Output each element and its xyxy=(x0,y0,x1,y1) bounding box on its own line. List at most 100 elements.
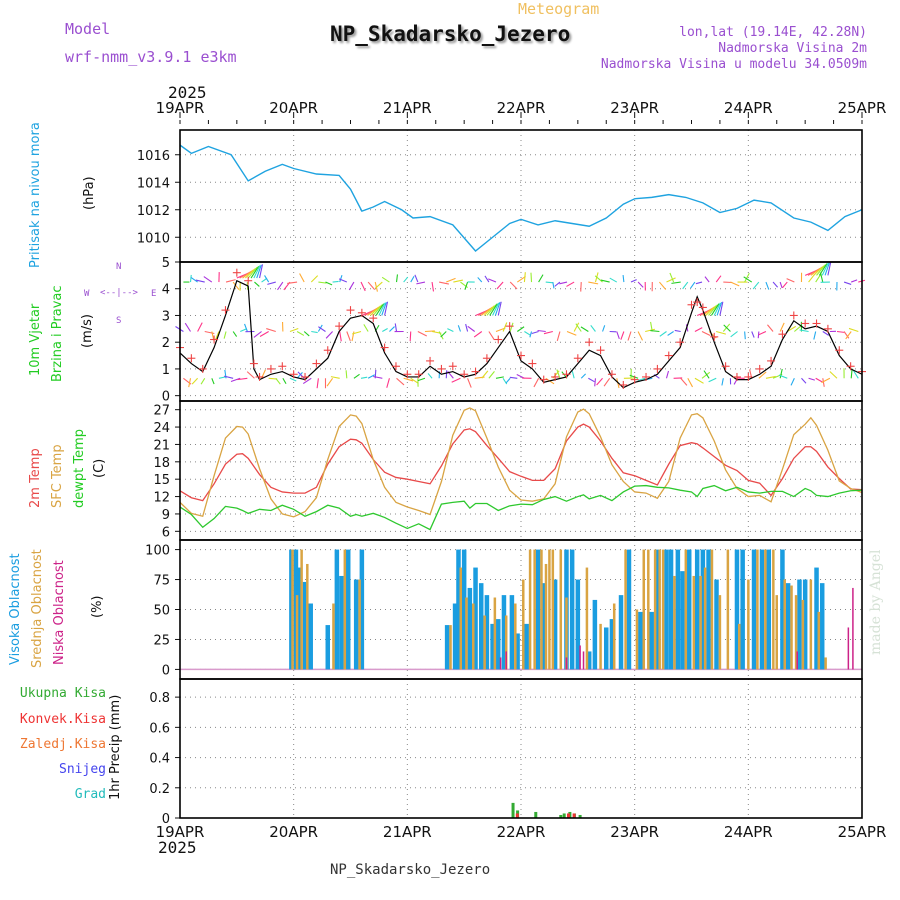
wind-direction-arrow xyxy=(360,281,366,292)
model-name: wrf-nmm_v3.9.1 e3km xyxy=(65,48,237,66)
wind-direction-arrow xyxy=(190,276,198,283)
wind-direction-arrow xyxy=(801,377,807,384)
wind-direction-arrow xyxy=(590,325,596,332)
cloud-high-bar xyxy=(604,627,609,670)
wind-direction-arrow xyxy=(690,281,696,289)
wind-direction-arrow xyxy=(701,331,711,337)
y-tick-label: 2 xyxy=(162,336,170,351)
time-label-bottom: 20APR xyxy=(269,823,318,841)
precip-total-bar xyxy=(578,814,582,818)
wind-direction-arrow xyxy=(477,277,483,283)
wind-direction-arrow xyxy=(821,262,829,276)
wind-direction-arrow xyxy=(509,281,518,290)
cloud-high-bar xyxy=(452,603,458,670)
cloud-mid-bar xyxy=(642,549,646,670)
footer-station: NP_Skadarsko_Jezero xyxy=(330,862,491,878)
cloud-mid-bar xyxy=(291,549,294,670)
cloud-high-bar xyxy=(490,623,495,670)
cloud-mid-bar xyxy=(673,575,676,670)
wind-direction-arrow xyxy=(287,281,298,284)
wind-direction-arrow xyxy=(494,302,501,316)
wind-direction-arrow xyxy=(594,378,596,387)
wind-direction-arrow xyxy=(843,331,850,339)
wind-direction-arrow xyxy=(829,371,838,379)
wind-direction-arrow xyxy=(259,264,264,279)
wind-direction-arrow xyxy=(345,370,348,379)
cloud-mid-bar xyxy=(718,595,722,670)
wind-direction-arrow xyxy=(386,378,390,388)
time-label-bottom: 23APR xyxy=(610,823,659,841)
cloud-high-bar xyxy=(785,583,791,670)
y-tick-label: 0 xyxy=(162,390,170,405)
wind-direction-arrow xyxy=(556,369,561,379)
wind-direction-arrow xyxy=(813,265,825,276)
wind-direction-arrow xyxy=(197,322,203,332)
wind-direction-arrow xyxy=(790,378,795,386)
cloud-mid-bar xyxy=(772,549,775,670)
wind-direction-arrow xyxy=(254,281,260,287)
wind-direction-arrow xyxy=(808,377,815,381)
precip-conv-bar xyxy=(566,813,570,818)
wind-direction-arrow xyxy=(264,275,270,283)
y-tick-label: 6 xyxy=(162,525,170,540)
wind-direction-arrow xyxy=(381,302,387,316)
wind-direction-arrow xyxy=(531,330,539,335)
wind-direction-arrow xyxy=(310,275,319,283)
precip-total-bar xyxy=(562,813,566,818)
cloud-mid-bar xyxy=(817,611,821,670)
legend-freezing-rain: Zaledj.Kisa xyxy=(19,737,106,752)
wind-direction-arrow xyxy=(496,281,504,290)
cloud-high-bar xyxy=(668,549,674,670)
wind-direction-arrow xyxy=(439,281,449,285)
wind-direction-arrow xyxy=(282,378,287,385)
cloud-mid-bar xyxy=(544,563,548,670)
wind-direction-arrow xyxy=(296,331,305,336)
wind-direction-arrow xyxy=(316,378,319,389)
wind-direction-arrow xyxy=(378,302,386,316)
wind-direction-arrow xyxy=(620,331,625,340)
wind-direction-arrow xyxy=(275,377,281,385)
wind-direction-arrow xyxy=(509,322,514,332)
cloud-mid-bar xyxy=(565,597,568,670)
wind-direction-arrow xyxy=(559,281,568,285)
wind-direction-arrow xyxy=(821,377,831,384)
wind-direction-arrow xyxy=(622,275,625,283)
wind-direction-arrow xyxy=(416,281,426,285)
wind-direction-arrow xyxy=(556,331,561,341)
cloud-high-bar xyxy=(484,595,490,670)
wind-direction-arrow xyxy=(403,276,409,283)
y-tick-label: 12 xyxy=(153,491,170,506)
wind-direction-arrow xyxy=(852,370,859,379)
wind-direction-arrow xyxy=(225,279,236,283)
cloud-high-bar xyxy=(359,549,365,670)
wind-direction-arrow xyxy=(637,331,644,341)
wind-direction-arrow xyxy=(708,304,718,316)
wind-direction-arrow xyxy=(658,281,667,290)
cloud-high-bar xyxy=(473,567,478,670)
cloud-high-bar xyxy=(592,599,598,670)
wind-direction-arrow xyxy=(818,263,828,276)
wind-direction-arrow xyxy=(232,331,238,337)
wind-direction-arrow xyxy=(464,281,469,290)
legend-conv-rain: Konvek.Kisa xyxy=(19,712,106,727)
wind-direction-arrow xyxy=(403,377,414,382)
legend-total-rain: Ukupna Kisa xyxy=(19,686,106,701)
wind-direction-arrow xyxy=(695,281,703,285)
wind-direction-arrow xyxy=(743,276,753,283)
cloud-mid-bar xyxy=(809,579,813,670)
y-tick-label: 5 xyxy=(162,256,170,271)
cloud-high-bar xyxy=(308,603,313,670)
wind-direction-arrow xyxy=(299,273,305,283)
wind-direction-arrow xyxy=(694,377,704,384)
y-tick-label: 1010 xyxy=(137,231,170,246)
wind-direction-arrow xyxy=(303,331,310,337)
cloud-high-bar xyxy=(478,583,484,670)
wind-direction-arrow xyxy=(473,331,483,338)
wind-direction-arrow xyxy=(495,376,504,379)
wind-direction-arrow xyxy=(409,331,412,342)
wind-direction-arrow xyxy=(488,278,497,283)
wind-direction-arrow xyxy=(816,264,826,276)
altitude-text: Nadmorska Visina 2m xyxy=(718,41,867,56)
wind-direction-arrow xyxy=(808,273,816,283)
wind-direction-arrow xyxy=(779,281,783,289)
